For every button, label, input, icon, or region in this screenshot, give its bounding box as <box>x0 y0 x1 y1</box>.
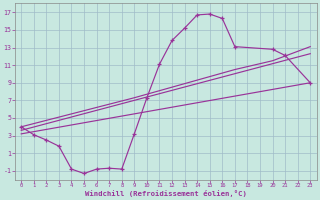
X-axis label: Windchill (Refroidissement éolien,°C): Windchill (Refroidissement éolien,°C) <box>85 190 247 197</box>
